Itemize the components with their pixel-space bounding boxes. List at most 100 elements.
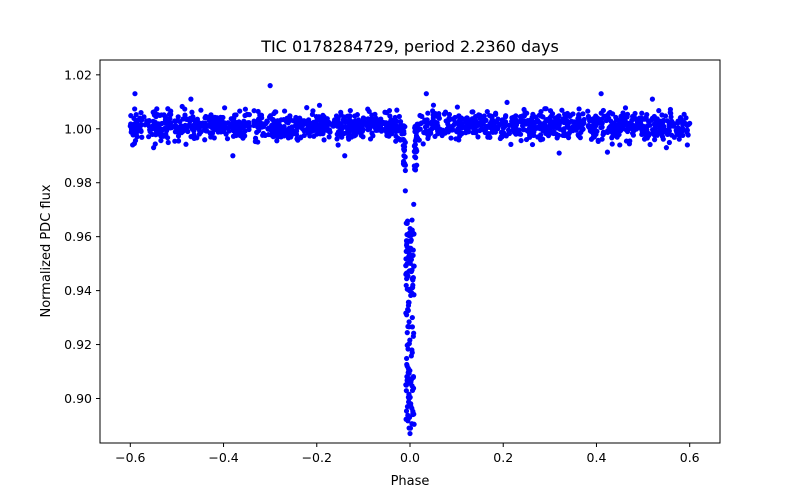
data-point bbox=[188, 96, 194, 102]
data-point bbox=[630, 132, 637, 138]
data-point bbox=[446, 111, 453, 118]
data-point bbox=[320, 129, 326, 135]
data-point bbox=[662, 113, 669, 119]
data-point bbox=[384, 132, 390, 139]
data-point bbox=[446, 117, 452, 123]
data-point bbox=[410, 282, 416, 288]
data-point bbox=[477, 112, 483, 118]
data-point bbox=[343, 119, 350, 125]
data-point bbox=[296, 124, 302, 130]
data-point bbox=[277, 133, 283, 139]
data-point bbox=[647, 141, 653, 148]
data-point bbox=[393, 133, 399, 139]
data-point bbox=[404, 355, 410, 362]
data-point bbox=[317, 116, 323, 122]
data-point bbox=[285, 127, 291, 133]
data-point bbox=[556, 123, 562, 129]
data-point bbox=[289, 124, 295, 130]
data-point bbox=[410, 252, 416, 259]
data-point bbox=[562, 132, 568, 139]
data-point bbox=[198, 107, 204, 113]
data-point bbox=[410, 333, 416, 339]
data-point bbox=[475, 121, 482, 127]
data-point bbox=[380, 127, 386, 133]
data-point bbox=[406, 299, 412, 306]
data-point bbox=[408, 377, 414, 383]
points-layer bbox=[127, 83, 693, 437]
data-point bbox=[649, 96, 656, 102]
data-point bbox=[234, 121, 240, 127]
data-point bbox=[366, 108, 372, 114]
data-point bbox=[620, 110, 626, 116]
data-point bbox=[573, 127, 579, 133]
data-point bbox=[410, 247, 416, 253]
data-point bbox=[500, 120, 506, 126]
y-tick-label: 0.90 bbox=[64, 391, 92, 406]
data-point bbox=[676, 136, 682, 142]
data-point bbox=[314, 131, 320, 137]
data-point bbox=[589, 123, 596, 129]
data-point bbox=[545, 126, 551, 132]
data-point bbox=[435, 128, 441, 134]
data-point bbox=[151, 112, 157, 118]
data-point bbox=[542, 106, 548, 112]
data-point bbox=[606, 110, 612, 117]
data-point bbox=[494, 124, 500, 130]
data-point bbox=[529, 132, 535, 138]
data-point bbox=[549, 111, 556, 117]
data-point bbox=[501, 130, 507, 136]
data-point bbox=[281, 108, 288, 114]
data-point bbox=[233, 132, 239, 139]
y-ticks: 0.90 0.92 0.94 0.96 0.98 1.00 1.02 bbox=[64, 67, 100, 406]
data-point bbox=[577, 135, 583, 141]
data-point bbox=[403, 388, 409, 394]
data-point bbox=[167, 116, 173, 122]
data-point bbox=[338, 131, 344, 137]
data-point bbox=[520, 127, 527, 133]
data-point bbox=[652, 137, 658, 143]
data-point bbox=[335, 142, 341, 148]
data-point bbox=[479, 125, 485, 131]
data-point bbox=[669, 132, 675, 138]
data-point bbox=[220, 128, 227, 135]
y-tick-label: 0.92 bbox=[64, 337, 92, 352]
data-point bbox=[316, 102, 323, 108]
data-point bbox=[401, 130, 407, 137]
data-point bbox=[558, 118, 565, 124]
data-point bbox=[307, 133, 313, 139]
data-point bbox=[422, 129, 428, 135]
data-point bbox=[244, 120, 251, 126]
data-point bbox=[610, 125, 616, 131]
data-point bbox=[254, 129, 260, 135]
data-point bbox=[559, 107, 565, 113]
data-point bbox=[547, 130, 553, 137]
data-point bbox=[208, 112, 214, 118]
data-point bbox=[162, 118, 169, 125]
data-point bbox=[687, 120, 693, 126]
data-point bbox=[312, 121, 318, 127]
data-point bbox=[520, 120, 526, 126]
data-point bbox=[423, 91, 429, 97]
data-point bbox=[529, 141, 536, 148]
data-point bbox=[485, 124, 492, 130]
data-point bbox=[228, 116, 234, 122]
data-point bbox=[240, 135, 246, 141]
data-point bbox=[585, 123, 591, 129]
data-point bbox=[158, 137, 164, 144]
data-point bbox=[600, 107, 606, 114]
data-point bbox=[404, 363, 410, 369]
data-point bbox=[360, 134, 366, 140]
data-point bbox=[491, 118, 497, 124]
data-point bbox=[684, 142, 690, 148]
data-point bbox=[446, 124, 452, 130]
data-point bbox=[615, 122, 621, 129]
data-point bbox=[169, 124, 175, 130]
x-axis-label: Phase bbox=[391, 474, 430, 489]
data-point bbox=[128, 129, 134, 135]
data-point bbox=[172, 138, 178, 144]
data-point bbox=[484, 108, 490, 115]
data-point bbox=[448, 135, 454, 141]
data-point bbox=[553, 131, 559, 137]
y-tick-label: 0.94 bbox=[64, 283, 92, 298]
data-point bbox=[473, 113, 479, 120]
